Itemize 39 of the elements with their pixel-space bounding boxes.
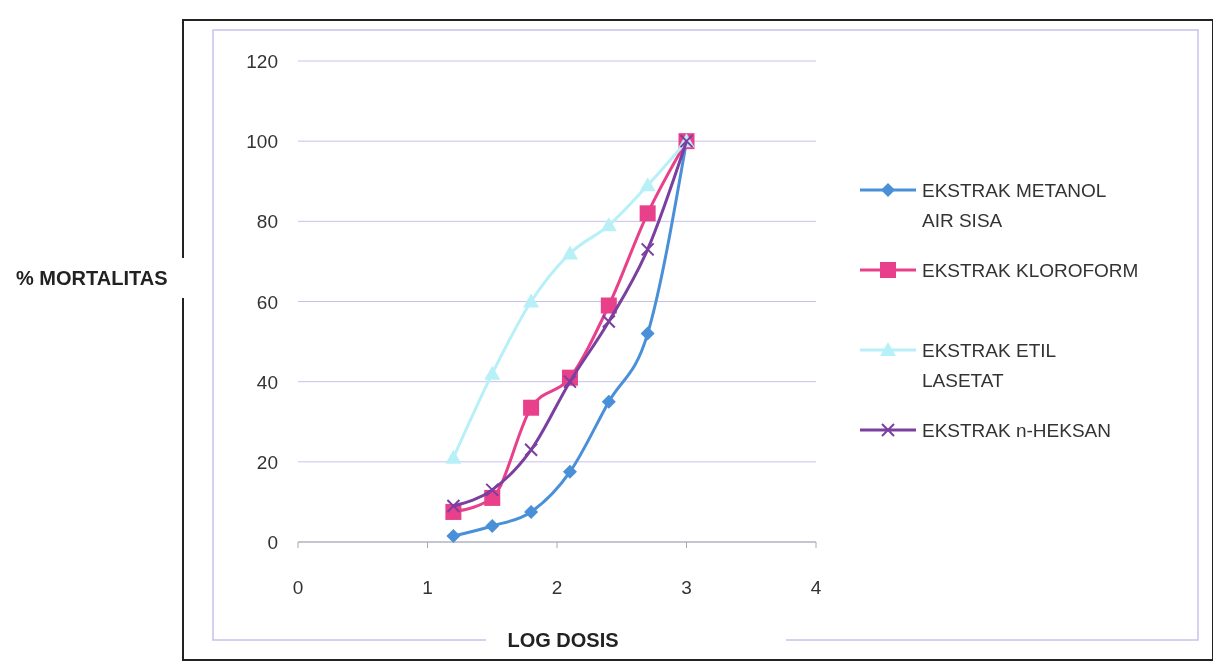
- x-tick-label: 2: [551, 577, 563, 598]
- y-tick-label: 0: [267, 532, 278, 553]
- point: [484, 365, 501, 380]
- legend-label: EKSTRAK KLOROFORM: [922, 260, 1139, 281]
- x-tick-label: 1: [422, 577, 433, 598]
- point: [601, 394, 616, 409]
- point: [600, 297, 617, 314]
- y-axis-title: % MORTALITAS: [16, 267, 168, 289]
- y-tick-label: 120: [246, 51, 278, 72]
- point: [524, 504, 539, 519]
- x-tick-label: 0: [292, 577, 304, 598]
- point: [445, 449, 462, 464]
- point: [485, 518, 500, 533]
- y-tick-label: 20: [256, 451, 278, 473]
- point: [446, 498, 461, 513]
- y-tick-label: 80: [256, 211, 278, 233]
- legend-label: EKSTRAK n-HEKSAN: [922, 420, 1111, 441]
- point: [640, 242, 655, 257]
- y-tick-label: 100: [246, 131, 278, 153]
- point: [446, 528, 461, 543]
- point: [523, 399, 540, 416]
- point: [639, 205, 656, 222]
- point: [523, 293, 540, 308]
- point: [485, 482, 500, 497]
- point: [601, 314, 616, 329]
- point: [561, 245, 578, 260]
- y-tick-label: 40: [256, 371, 278, 393]
- point: [600, 217, 617, 232]
- y-tick-label: 60: [256, 291, 278, 313]
- point: [562, 374, 577, 389]
- x-tick-label: 4: [810, 577, 822, 598]
- point: [639, 177, 656, 192]
- x-axis-title: LOG DOSIS: [507, 629, 619, 651]
- legend-label: EKSTRAK METANOL AIR SISA: [922, 180, 1107, 231]
- point: [562, 464, 577, 479]
- legend-label: EKSTRAK ETIL LASETAT: [922, 340, 1057, 391]
- x-tick-label: 3: [681, 577, 692, 598]
- point: [524, 442, 539, 457]
- point: [640, 326, 655, 341]
